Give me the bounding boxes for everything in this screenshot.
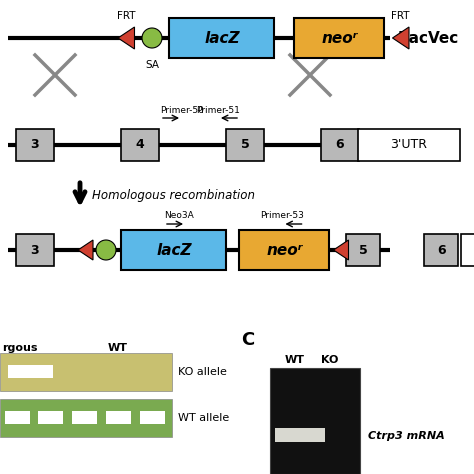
Bar [5, 411, 30, 424]
Polygon shape [118, 27, 135, 49]
Text: Primer-50: Primer-50 [160, 106, 204, 115]
Text: KO allele: KO allele [178, 367, 227, 377]
Text: 5: 5 [241, 138, 249, 152]
Text: Primer-51: Primer-51 [196, 106, 240, 115]
Text: WT: WT [108, 343, 128, 353]
Text: Primer-53: Primer-53 [261, 211, 304, 220]
Bar [72, 411, 97, 424]
Bar [346, 234, 381, 266]
Bar [0, 399, 172, 437]
Bar [170, 18, 274, 58]
Bar [16, 234, 54, 266]
Text: KO: KO [321, 355, 339, 365]
Bar [16, 129, 54, 161]
Text: WT: WT [285, 355, 305, 365]
Bar [38, 411, 63, 424]
Text: 4: 4 [136, 138, 145, 152]
Text: 6: 6 [336, 138, 344, 152]
Text: WT allele: WT allele [178, 413, 229, 423]
Bar [140, 411, 165, 424]
Text: Ctrp3 mRNA: Ctrp3 mRNA [368, 431, 445, 441]
Bar [294, 18, 384, 58]
Bar [106, 411, 131, 424]
Polygon shape [334, 240, 348, 260]
Bar [321, 129, 359, 161]
Polygon shape [392, 27, 409, 49]
Text: 5: 5 [359, 244, 368, 256]
Text: SA: SA [145, 60, 159, 70]
Text: Homologous recombination: Homologous recombination [92, 190, 255, 202]
Text: 6: 6 [437, 244, 446, 256]
Text: FRT: FRT [391, 11, 410, 21]
Bar [0, 353, 172, 391]
Polygon shape [78, 240, 93, 260]
Bar [8, 365, 53, 378]
Bar [270, 368, 360, 474]
Bar [239, 230, 329, 270]
Text: neoʳ: neoʳ [321, 30, 358, 46]
Text: BacVec: BacVec [398, 30, 459, 46]
Text: C: C [241, 331, 255, 349]
Text: 3: 3 [31, 244, 39, 256]
Bar [462, 234, 474, 266]
Text: lacZ: lacZ [156, 243, 192, 257]
Text: neoʳ: neoʳ [266, 243, 303, 257]
Text: 3: 3 [31, 138, 39, 152]
Circle shape [142, 28, 162, 48]
Bar [358, 129, 460, 161]
Bar [121, 230, 227, 270]
Circle shape [96, 240, 116, 260]
Text: Neo3A: Neo3A [164, 211, 194, 220]
Bar [121, 129, 159, 161]
Text: 3'UTR: 3'UTR [391, 138, 428, 152]
Bar [275, 428, 325, 442]
Text: rgous: rgous [2, 343, 37, 353]
Text: lacZ: lacZ [204, 30, 240, 46]
Bar [226, 129, 264, 161]
Text: FRT: FRT [117, 11, 135, 21]
Bar [425, 234, 458, 266]
